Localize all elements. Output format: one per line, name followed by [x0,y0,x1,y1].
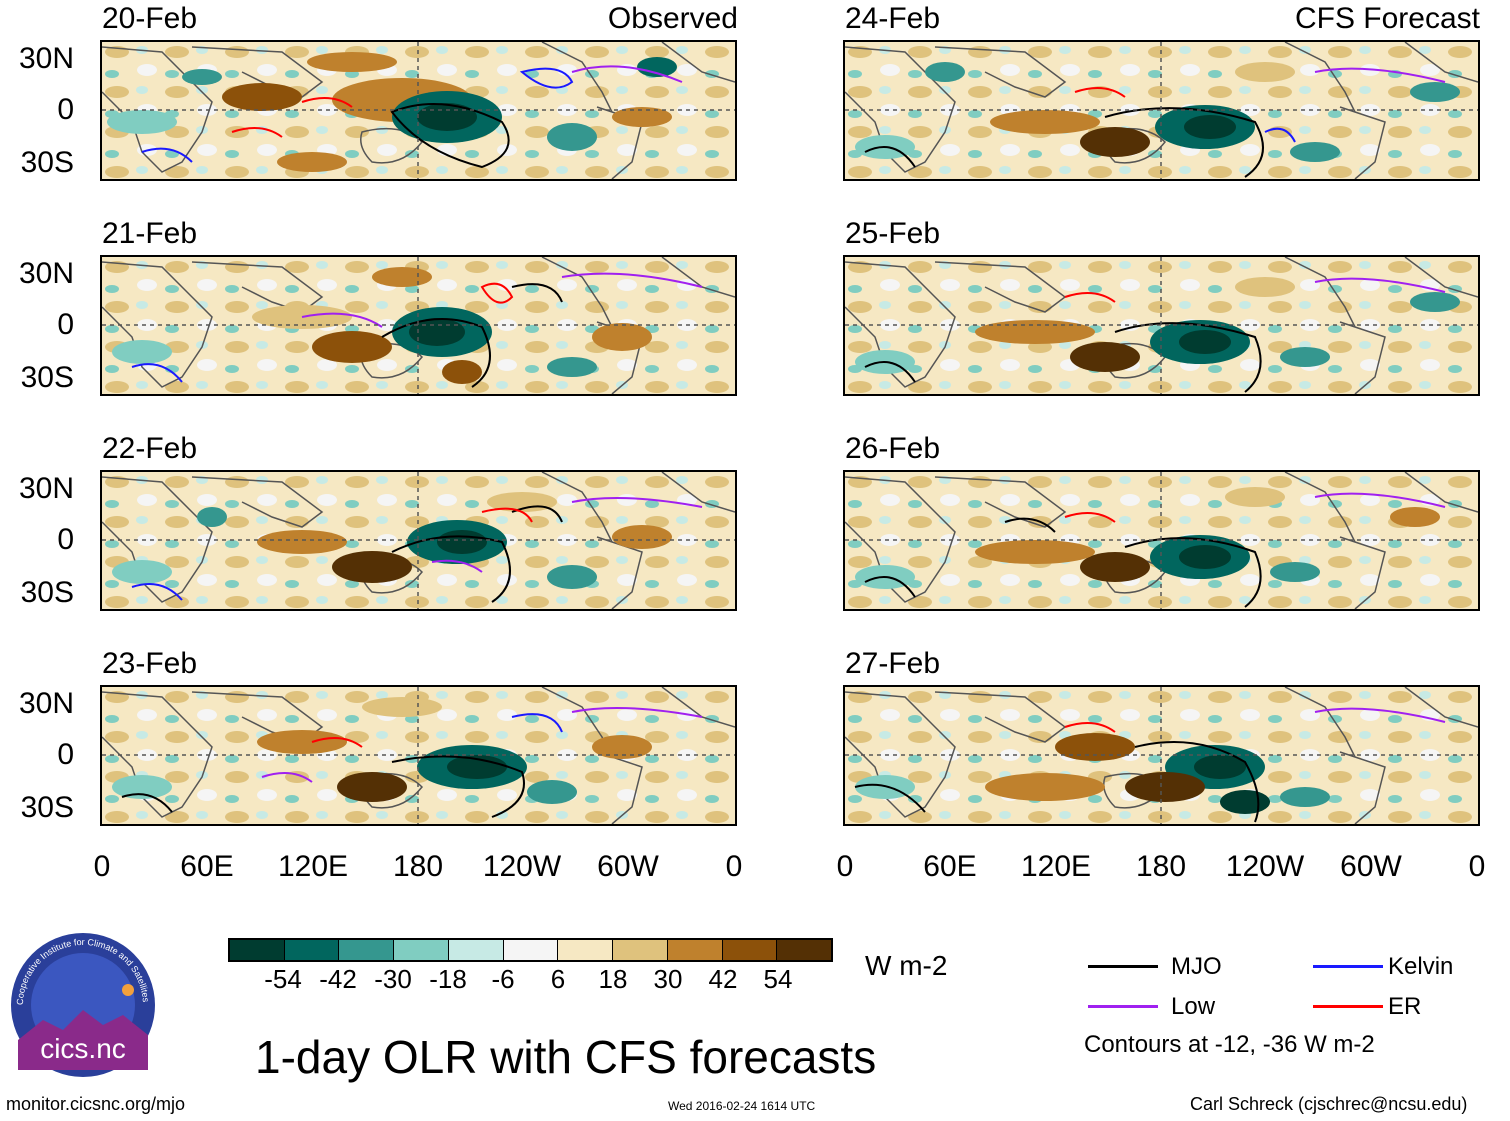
lon-label-120w: 120W [482,850,562,883]
olr-map-6 [845,257,1478,394]
low-contour [571,65,683,83]
lon-label-60w: 60W [1340,850,1402,883]
er-contour [301,97,353,108]
logo-text: cics.nc [40,1033,126,1064]
cics-logo-graphic: Cooperative Institute for Climate and Sa… [11,933,155,1077]
colorbar-tick-label: 42 [708,964,738,994]
colorbar-tick-label: 54 [763,964,793,994]
figure-title: 1-day OLR with CFS forecasts [255,1031,877,1083]
lat-label-30s: 30S [20,576,74,609]
lat-label-30n: 30N [18,472,74,505]
colorbar-swatch [394,940,449,960]
lat-label-eq: 0 [57,523,74,556]
lat-label-30s: 30S [20,791,74,824]
colorbar-tick-label: -18 [429,964,467,994]
olr-map-panel-1 [100,40,737,181]
colorbar-swatch [230,940,285,960]
lon-label-180: 180 [1135,850,1187,883]
colorbar-tick-label: 30 [653,964,683,994]
colorbar-tick-label: -54 [264,964,302,994]
colorbar-swatch [284,940,340,960]
colorbar-tick-label: -30 [374,964,412,994]
panel-date-2: 21-Feb [102,217,198,250]
colorbar-swatch [503,940,559,960]
panel-date-4: 23-Feb [102,647,198,680]
lon-label-0: 0 [725,850,743,883]
colorbar-tick-label: 6 [550,964,566,994]
colorbar-tick-label: -6 [491,964,515,994]
lat-label-eq: 0 [57,93,74,126]
contours-note: Contours at -12, -36 W m-2 [1084,1031,1375,1058]
panel-date-8: 27-Feb [845,647,941,680]
lon-label-0: 0 [93,850,111,883]
colorbar-swatch [667,940,723,960]
olr-map-panel-6 [843,255,1480,396]
olr-map-2 [102,257,735,394]
panel-date-7: 26-Feb [845,432,941,465]
panel-date-3: 22-Feb [102,432,198,465]
legend-label-mjo: MJO [1171,953,1222,980]
cics-logo: Cooperative Institute for Climate and Sa… [8,930,158,1080]
olr-map-5 [845,42,1478,179]
legend-swatch-er [1313,1005,1383,1008]
olr-map-panel-2 [100,255,737,396]
footer-timestamp: Wed 2016-02-24 1614 UTC [668,1099,816,1113]
footer-author: Carl Schreck (cjschrec@ncsu.edu) [1190,1094,1468,1114]
forecast-tag: CFS Forecast [1294,2,1480,35]
colorbar-tick-label: -42 [319,964,357,994]
colorbar-swatch [448,940,504,960]
legend-swatch-kelvin [1313,965,1383,968]
olr-map-4 [102,687,735,824]
footer-url[interactable]: monitor.cicsnc.org/mjo [6,1094,186,1114]
panel-date-5: 24-Feb [845,2,941,35]
lat-label-30n: 30N [18,687,74,720]
colorbar-tick-label: 18 [598,964,628,994]
colorbar-swatch [722,940,778,960]
lon-label-60e: 60E [180,850,234,883]
lon-label-120e: 120E [277,850,349,883]
panel-date-1: 20-Feb [102,2,198,35]
olr-map-panel-5 [843,40,1480,181]
lat-label-eq: 0 [57,308,74,341]
legend-swatch-low [1088,1005,1158,1008]
lon-label-60w: 60W [597,850,659,883]
olr-map-8 [845,687,1478,824]
lat-label-30n: 30N [18,257,74,290]
legend-label-kelvin: Kelvin [1388,953,1454,980]
olr-map-3 [102,472,735,609]
contour-legend: MJO Kelvin Low ER Contours at -12, -36 W… [1084,953,1508,1075]
olr-map-panel-3 [100,470,737,611]
colorbar-swatch [777,940,832,960]
olr-map-panel-7 [843,470,1480,611]
colorbar [228,938,833,962]
lon-label-180: 180 [392,850,444,883]
olr-map-1 [102,42,735,179]
observed-tag: Observed [607,2,738,35]
lon-label-120e: 120E [1020,850,1092,883]
lon-label-60e: 60E [923,850,977,883]
mjo-contour [390,103,510,169]
lon-label-120w: 120W [1225,850,1305,883]
legend-label-er: ER [1388,993,1422,1020]
olr-map-panel-8 [843,685,1480,826]
colorbar-swatch [558,940,614,960]
olr-map-7 [845,472,1478,609]
legend-label-low: Low [1171,993,1216,1020]
lat-label-30s: 30S [20,361,74,394]
lat-label-30s: 30S [20,146,74,179]
colorbar-swatch [613,940,668,960]
legend-swatch-mjo [1088,965,1158,968]
colorbar-units: W m-2 [865,950,948,981]
colorbar-swatch [339,940,395,960]
kelvin-contour [519,67,574,89]
panel-date-6: 25-Feb [845,217,941,250]
lon-label-0: 0 [1468,850,1486,883]
lat-label-30n: 30N [18,42,74,75]
olr-map-panel-4 [100,685,737,826]
lon-label-0: 0 [836,850,854,883]
lat-label-eq: 0 [57,738,74,771]
